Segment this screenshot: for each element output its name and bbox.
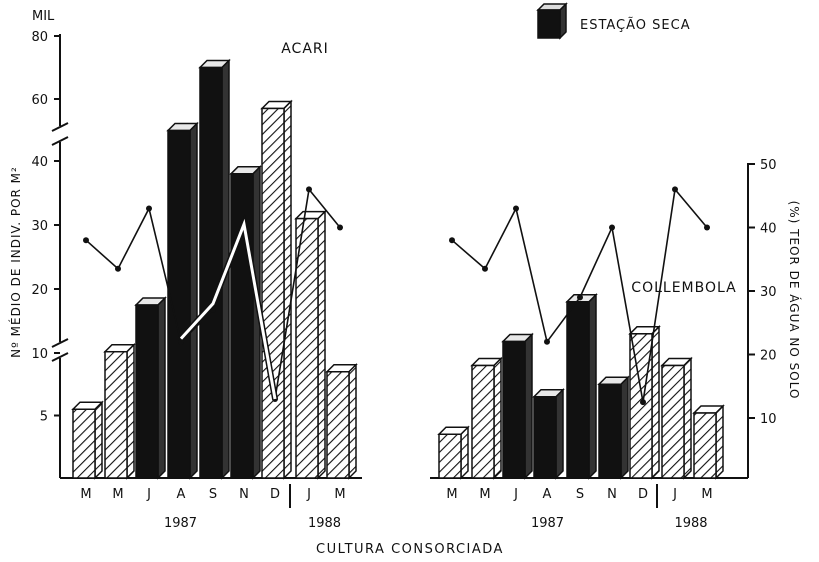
year-label: 1987 <box>164 516 197 531</box>
bar <box>534 397 556 478</box>
axis-break-low <box>52 339 68 361</box>
x-tick-label: J <box>513 487 518 502</box>
left-y-tick-label: 80 <box>31 30 48 45</box>
bar-side <box>127 345 134 478</box>
bar-side <box>652 327 659 478</box>
bar <box>200 68 222 479</box>
x-tick-label: N <box>239 487 249 502</box>
bar <box>503 341 525 478</box>
water-point <box>337 225 343 231</box>
bar-side <box>556 390 563 478</box>
bar-side <box>284 101 291 478</box>
bar <box>73 409 95 478</box>
left-y-tick-label: 5 <box>40 410 48 425</box>
x-tick-label: M <box>80 487 91 502</box>
x-tick-label: S <box>576 487 584 502</box>
water-point <box>672 186 678 192</box>
year-label: 1988 <box>308 516 341 531</box>
bar <box>327 372 349 478</box>
left-y-tick-label: 40 <box>31 155 48 170</box>
water-point <box>704 225 710 231</box>
left-y-tick-label: 30 <box>31 219 48 234</box>
right-y-tick-label: 40 <box>760 222 777 237</box>
year-label: 1987 <box>531 516 564 531</box>
x-tick-label: M <box>479 487 490 502</box>
x-tick-label: M <box>701 487 712 502</box>
water-point <box>83 237 89 243</box>
panel-title-collembola: COLLEMBOLA <box>631 280 736 296</box>
bar <box>694 413 716 478</box>
bar-side <box>461 427 468 478</box>
x-tick-label: D <box>270 487 280 502</box>
bar <box>567 302 589 478</box>
bar-side <box>684 359 691 479</box>
bar <box>105 352 127 478</box>
right-y-axis-title: (%) TEOR DE ÁGUA NO SOLO <box>787 201 802 400</box>
x-tick-label: J <box>672 487 677 502</box>
x-tick-label: J <box>146 487 151 502</box>
legend-label: ESTAÇÃO SECA <box>580 17 691 33</box>
water-point <box>115 266 121 272</box>
bar-side <box>318 212 325 478</box>
bar <box>439 434 461 478</box>
water-point <box>577 294 583 300</box>
water-point <box>640 399 646 405</box>
water-point <box>544 339 550 345</box>
axis-break-high <box>52 123 68 145</box>
bar <box>630 334 652 478</box>
legend: ESTAÇÃO SECA <box>538 4 691 38</box>
bar <box>296 219 318 478</box>
bar-side <box>494 359 501 479</box>
right-y-tick-label: 20 <box>760 349 777 364</box>
bar-side <box>716 406 723 478</box>
bar-side <box>190 124 197 479</box>
x-axis-title: CULTURA CONSORCIADA <box>316 542 504 557</box>
water-point <box>146 205 152 211</box>
water-point <box>609 225 615 231</box>
left-y-tick-label: 10 <box>31 347 48 362</box>
x-tick-label: M <box>446 487 457 502</box>
right-y-tick-label: 10 <box>760 412 777 427</box>
bar <box>472 366 494 479</box>
right-y-tick-label: 30 <box>760 285 777 300</box>
water-point <box>306 186 312 192</box>
bar <box>231 174 253 478</box>
y-unit-label: MIL <box>32 9 55 24</box>
legend-swatch <box>538 10 560 38</box>
water-point <box>513 205 519 211</box>
x-tick-label: M <box>334 487 345 502</box>
x-tick-label: N <box>607 487 617 502</box>
bar <box>136 305 158 478</box>
left-y-axis-title: Nº MÉDIO DE INDIV. POR M² <box>8 166 23 358</box>
x-tick-label: A <box>177 487 186 502</box>
bar-side <box>589 295 596 478</box>
right-y-tick-label: 50 <box>760 158 777 173</box>
bar-side <box>158 298 165 478</box>
bar-side <box>349 365 356 478</box>
water-point <box>449 237 455 243</box>
x-tick-label: D <box>638 487 648 502</box>
left-y-tick-label: 20 <box>31 283 48 298</box>
bar <box>662 366 684 479</box>
x-tick-label: J <box>306 487 311 502</box>
bar <box>599 384 621 478</box>
bar <box>262 108 284 478</box>
bar-side <box>525 334 532 478</box>
panel-title-acari: ACARI <box>281 41 329 57</box>
bar-side <box>621 377 628 478</box>
left-y-tick-label: 60 <box>31 93 48 108</box>
x-tick-label: S <box>209 487 217 502</box>
x-tick-label: M <box>112 487 123 502</box>
bar-side <box>95 402 102 478</box>
legend-swatch-side <box>560 4 566 38</box>
x-tick-label: A <box>543 487 552 502</box>
year-label: 1988 <box>674 516 707 531</box>
water-point <box>482 266 488 272</box>
